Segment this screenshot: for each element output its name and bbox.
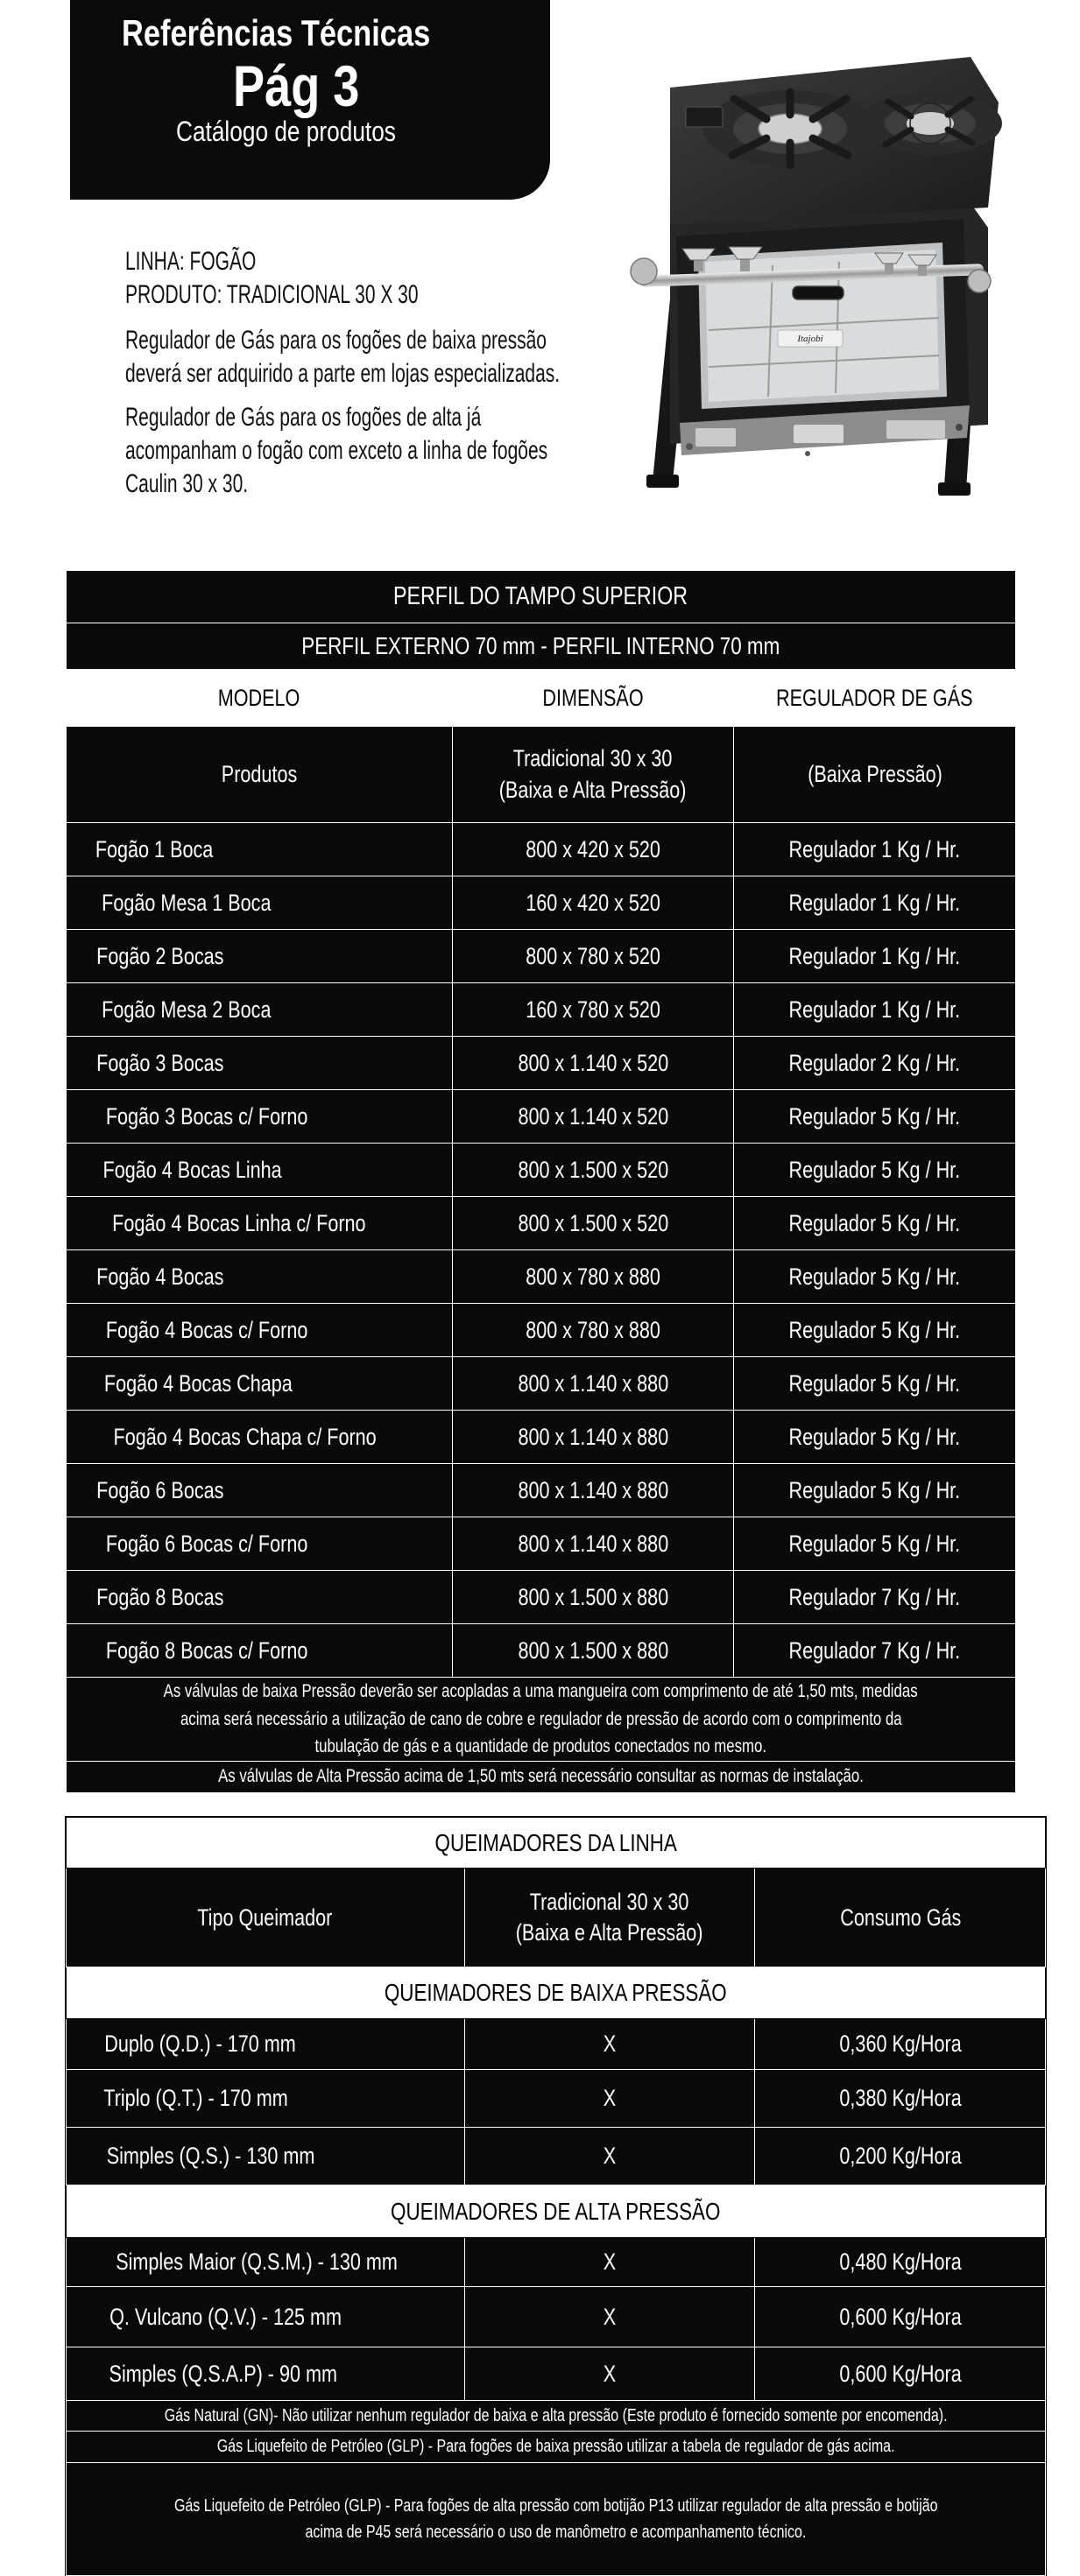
svg-text:Itajobi: Itajobi (796, 334, 822, 344)
